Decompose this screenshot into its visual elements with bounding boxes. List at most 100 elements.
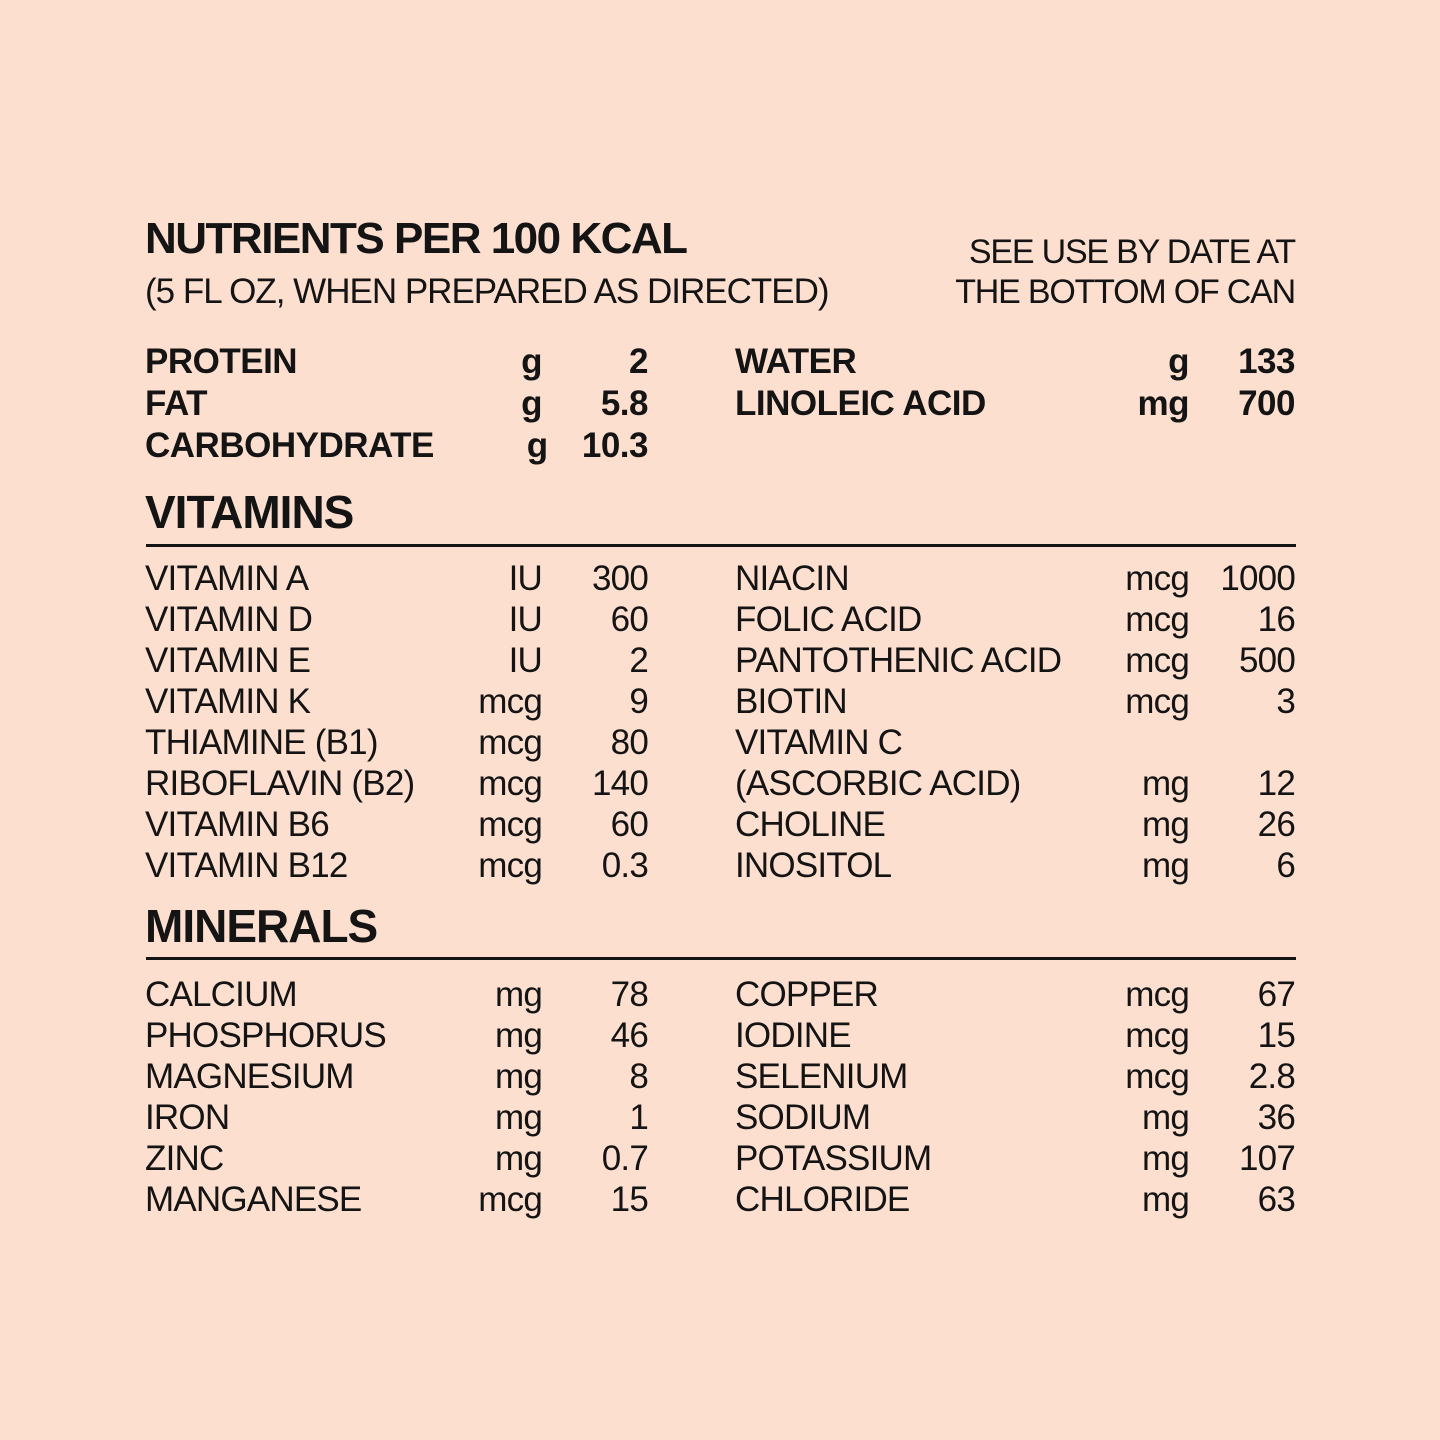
use-by-note: SEE USE BY DATE AT THE BOTTOM OF CAN — [955, 232, 1296, 312]
nutrient-name: VITAMIN E — [145, 640, 311, 680]
nutrient-unit: g — [526, 426, 548, 465]
nutrient-name: RIBOFLAVIN (B2) — [145, 763, 415, 803]
nutrient-name: FAT — [145, 384, 208, 423]
nutrient-row: VITAMIN K mcg 9 — [145, 681, 649, 722]
nutrient-unit: mcg — [1125, 974, 1190, 1014]
nutrient-unit: mcg — [478, 722, 543, 762]
page-title: NUTRIENTS PER 100 KCAL — [145, 214, 688, 263]
nutrient-unit: mg — [1141, 1179, 1190, 1219]
nutrient-row: VITAMIN C — [735, 722, 1295, 763]
nutrient-unit: mg — [1137, 384, 1190, 423]
nutrient-value: 140 — [592, 763, 649, 803]
nutrient-unit: mg — [1141, 804, 1190, 844]
nutrient-value: 80 — [610, 722, 649, 762]
nutrient-value: 46 — [610, 1015, 649, 1055]
nutrient-row: FAT g 5.8 — [145, 383, 649, 425]
minerals-right: COPPER mcg 67 IODINE mcg 15 SELENIUM mcg 2.8 SODI… — [735, 974, 1296, 1220]
nutrient-value: 60 — [610, 599, 649, 639]
nutrient-row: SODIUM mg 36 — [735, 1097, 1296, 1138]
nutrient-value: 0.3 — [601, 845, 649, 885]
nutrient-value: 15 — [610, 1179, 649, 1219]
nutrient-row: PROTEIN g 2 — [145, 341, 649, 383]
nutrient-name: WATER — [735, 342, 857, 381]
use-by-line: THE BOTTOM OF CAN — [955, 273, 1296, 311]
nutrient-unit: g — [521, 342, 542, 381]
nutrient-row: IRON mg 1 — [145, 1097, 649, 1138]
nutrient-name: (ASCORBIC ACID) — [735, 763, 1021, 803]
nutrient-name: VITAMIN K — [145, 681, 311, 721]
minerals-divider — [146, 957, 1296, 960]
nutrient-row: VITAMIN A IU 300 — [145, 558, 649, 599]
nutrient-name: PHOSPHORUS — [145, 1015, 387, 1055]
nutrient-name: POTASSIUM — [735, 1138, 932, 1178]
nutrient-value: 12 — [1257, 763, 1296, 803]
nutrient-row: CHOLINE mg 26 — [735, 804, 1296, 845]
nutrient-value: 16 — [1257, 599, 1296, 639]
nutrient-value: 8 — [629, 1056, 648, 1096]
nutrient-value: 26 — [1257, 804, 1296, 844]
nutrient-row: MANGANESE mcg 15 — [145, 1179, 649, 1220]
nutrient-unit: mcg — [1125, 1056, 1190, 1096]
nutrient-value: 300 — [592, 558, 649, 598]
nutrient-row: ZINC mg 0.7 — [145, 1138, 649, 1179]
nutrient-unit: mg — [494, 1097, 543, 1137]
nutrient-value: 2 — [629, 640, 648, 680]
nutrient-unit: IU — [508, 599, 543, 639]
nutrient-unit: mcg — [1125, 640, 1190, 680]
minerals-left: CALCIUM mg 78 PHOSPHORUS mg 46 MAGNESIUM mg 8 IRO… — [145, 974, 649, 1220]
nutrient-value: 1 — [629, 1097, 648, 1137]
page-subtitle: (5 FL OZ, WHEN PREPARED AS DIRECTED) — [145, 272, 830, 311]
nutrient-unit: mcg — [478, 804, 543, 844]
nutrient-row: NIACIN mcg 1000 — [735, 558, 1296, 599]
nutrient-row: LINOLEIC ACID mg 700 — [735, 383, 1296, 425]
nutrient-name: CHLORIDE — [735, 1179, 910, 1219]
nutrient-unit: mcg — [1125, 1015, 1190, 1055]
nutrient-name: COPPER — [735, 974, 879, 1014]
vitamins-right: NIACIN mcg 1000 FOLIC ACID mcg 16 PANTOTHENIC … — [735, 558, 1296, 886]
nutrient-name: IRON — [145, 1097, 230, 1137]
nutrient-row: FOLIC ACID mcg 16 — [735, 599, 1296, 640]
nutrient-unit: mcg — [478, 763, 543, 803]
nutrient-name: VITAMIN B12 — [145, 845, 348, 885]
nutrient-row: VITAMIN E IU 2 — [145, 640, 649, 681]
nutrient-name: INOSITOL — [735, 845, 892, 885]
nutrient-row: PANTOTHENIC ACID mcg 500 — [735, 640, 1296, 681]
nutrient-row: SELENIUM mcg 2.8 — [735, 1056, 1296, 1097]
nutrient-value: 500 — [1239, 640, 1296, 680]
nutrient-unit: mcg — [478, 845, 543, 885]
nutrient-name: MAGNESIUM — [145, 1056, 354, 1096]
nutrient-row: VITAMIN D IU 60 — [145, 599, 649, 640]
nutrient-value: 36 — [1257, 1097, 1296, 1137]
nutrient-name: FOLIC ACID — [735, 599, 922, 639]
vitamins-divider — [146, 544, 1296, 547]
nutrient-row: PHOSPHORUS mg 46 — [145, 1015, 649, 1056]
nutrient-row: CHLORIDE mg 63 — [735, 1179, 1296, 1220]
nutrient-name: THIAMINE (B1) — [145, 722, 378, 762]
nutrient-value: 3 — [1276, 681, 1295, 721]
nutrient-value: 60 — [610, 804, 649, 844]
nutrient-name: VITAMIN C — [735, 722, 903, 762]
nutrient-row: THIAMINE (B1) mcg 80 — [145, 722, 649, 763]
nutrient-value: 78 — [610, 974, 649, 1014]
vitamins-left: VITAMIN A IU 300 VITAMIN D IU 60 VITAMIN E IU 2 V… — [145, 558, 649, 886]
nutrient-name: MANGANESE — [145, 1179, 362, 1219]
nutrient-value: 700 — [1238, 384, 1295, 423]
nutrient-row: (ASCORBIC ACID) mg 12 — [735, 763, 1296, 804]
nutrient-name: ZINC — [145, 1138, 224, 1178]
nutrient-unit: mg — [1141, 845, 1190, 885]
nutrient-unit: mg — [1141, 1138, 1190, 1178]
nutrient-value: 10.3 — [581, 426, 649, 465]
nutrient-name: CARBOHYDRATE — [145, 426, 434, 465]
nutrient-row: RIBOFLAVIN (B2) mcg 140 — [145, 763, 649, 804]
nutrient-unit: mg — [494, 974, 543, 1014]
nutrient-value: 2 — [629, 342, 648, 381]
nutrient-row: BIOTIN mcg 3 — [735, 681, 1296, 722]
nutrient-name: IODINE — [735, 1015, 852, 1055]
nutrient-unit: mg — [494, 1056, 543, 1096]
nutrient-value: 67 — [1257, 974, 1296, 1014]
nutrient-name: LINOLEIC ACID — [735, 384, 986, 423]
nutrient-row: POTASSIUM mg 107 — [735, 1138, 1296, 1179]
nutrient-unit: mcg — [1125, 681, 1190, 721]
nutrient-unit: mg — [1141, 763, 1190, 803]
nutrient-value: 6 — [1276, 845, 1295, 885]
